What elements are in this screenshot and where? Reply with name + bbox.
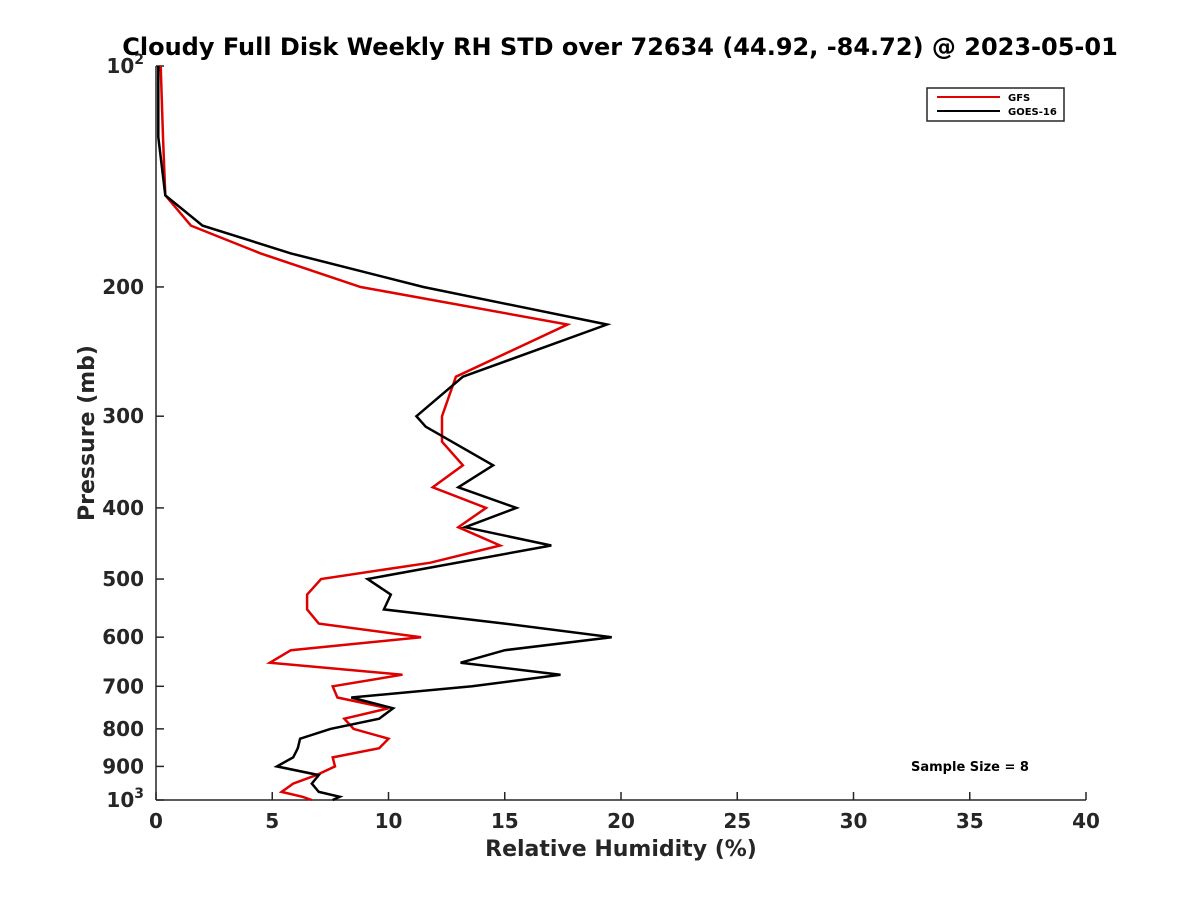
x-tick-label: 25 bbox=[723, 809, 751, 833]
y-tick-label: 800 bbox=[102, 717, 144, 741]
y-axis-label: Pressure (mb) bbox=[75, 345, 100, 521]
y-tick-label: 900 bbox=[102, 754, 144, 778]
x-tick-label: 0 bbox=[149, 809, 163, 833]
series-line-goes16 bbox=[157, 66, 612, 802]
x-axis-label: Relative Humidity (%) bbox=[485, 837, 757, 862]
legend-box bbox=[926, 87, 1065, 122]
y-tick-label: 102 bbox=[106, 52, 144, 78]
x-tick-label: 35 bbox=[956, 809, 984, 833]
y-tick-base: 10 bbox=[106, 54, 134, 78]
legend: GFS GOES-16 bbox=[926, 87, 1065, 122]
x-tick-label: 5 bbox=[265, 809, 279, 833]
y-tick-label: 700 bbox=[102, 674, 144, 698]
y-tick-label: 300 bbox=[102, 404, 144, 428]
y-tick-exponent: 2 bbox=[134, 52, 144, 68]
sample-size-annotation: Sample Size = 8 bbox=[911, 760, 1029, 775]
y-tick-exponent: 3 bbox=[134, 786, 144, 802]
x-tick-label: 15 bbox=[491, 809, 519, 833]
y-tick-label: 200 bbox=[102, 275, 144, 299]
x-ticks: 0 5 10 15 20 25 30 35 40 bbox=[149, 792, 1100, 833]
x-tick-label: 20 bbox=[607, 809, 635, 833]
chart-title: Cloudy Full Disk Weekly RH STD over 7263… bbox=[122, 33, 1118, 61]
y-tick-label: 600 bbox=[102, 625, 144, 649]
series-group bbox=[157, 65, 612, 802]
legend-label-gfs: GFS bbox=[1008, 93, 1030, 104]
y-tick-label: 103 bbox=[106, 786, 144, 812]
x-tick-label: 40 bbox=[1072, 809, 1100, 833]
x-tick-label: 30 bbox=[840, 809, 868, 833]
y-tick-label: 500 bbox=[102, 567, 144, 591]
series-line-gfs bbox=[159, 65, 572, 802]
plot-axes bbox=[155, 66, 1086, 801]
x-tick-label: 10 bbox=[375, 809, 403, 833]
y-tick-base: 10 bbox=[106, 788, 134, 812]
y-tick-label: 400 bbox=[102, 496, 144, 520]
legend-label-goes16: GOES-16 bbox=[1008, 107, 1057, 118]
